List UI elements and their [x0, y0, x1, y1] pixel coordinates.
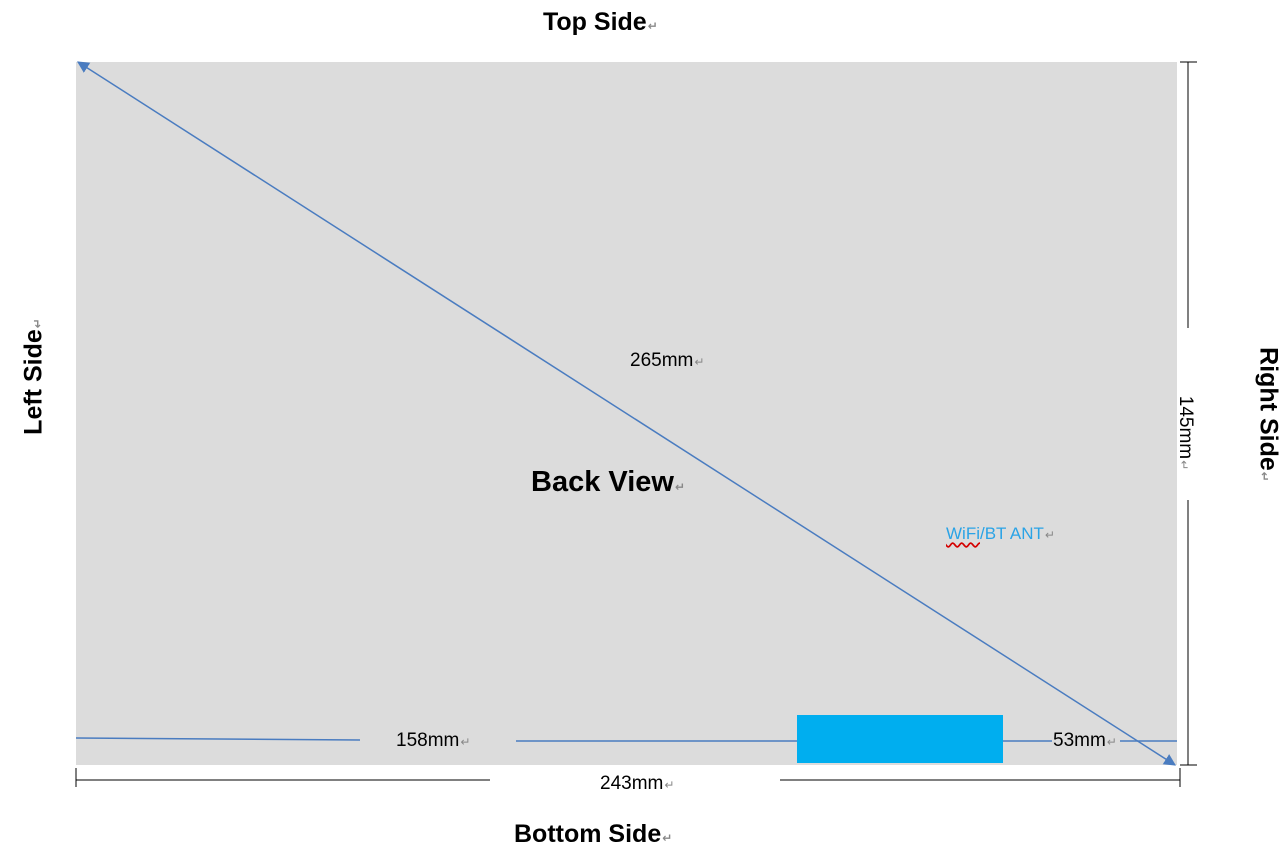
- left-offset-label: 158mm↵: [396, 730, 470, 752]
- height-dimension-label: 145mm↵: [1174, 393, 1196, 473]
- left-offset-line-a: [76, 738, 360, 740]
- diagonal-dimension-label: 265mm↵: [630, 350, 704, 372]
- back-view-title: Back View↵: [531, 466, 685, 499]
- antenna-label: WiFi/BT ANT↵: [946, 524, 1055, 544]
- width-dimension-label: 243mm↵: [600, 773, 674, 795]
- diagonal-dimension-line: [78, 62, 1175, 765]
- right-offset-label: 53mm↵: [1053, 730, 1117, 752]
